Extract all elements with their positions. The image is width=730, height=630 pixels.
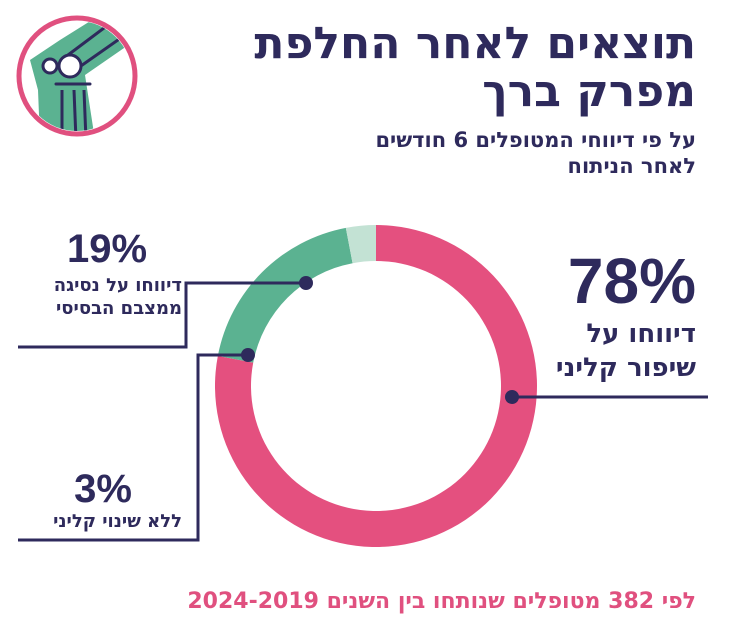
marker-decline: [299, 276, 313, 290]
decline-label-line2: ממצבם הבסיסי: [56, 298, 182, 319]
leader-line-decline: [18, 281, 306, 349]
marker-improvement: [505, 390, 519, 404]
leader-line-no-change: [18, 353, 248, 542]
decline-label: דיווחו על נסיגה: [53, 275, 182, 296]
improvement-label: דיווחו על: [586, 319, 696, 349]
improvement-percent: 78%: [567, 245, 696, 317]
footer-note: לפי 382 מטופלים שנותחו בין השנים 2024-20…: [187, 589, 696, 614]
decline-percent: 19%: [66, 227, 148, 271]
no-change-label: ללא שינוי קליני: [53, 511, 182, 532]
page-subtitle-line2: לאחר הניתוח: [567, 154, 696, 178]
donut-slice-no-change: [345, 225, 376, 264]
page-title: תוצאים לאחר החלפת: [254, 18, 696, 69]
page-subtitle: על פי דיווחי המטופלים 6 חודשים: [375, 128, 696, 152]
improvement-label-line2: שיפור קליני: [555, 353, 696, 383]
leader-lines: [18, 276, 708, 542]
page-title-line2: מפרק ברך: [482, 66, 696, 117]
marker-no-change: [241, 348, 255, 362]
knee-joint-icon: [16, 15, 138, 137]
no-change-percent: 3%: [74, 467, 132, 511]
donut-slice-decline: [217, 227, 353, 363]
